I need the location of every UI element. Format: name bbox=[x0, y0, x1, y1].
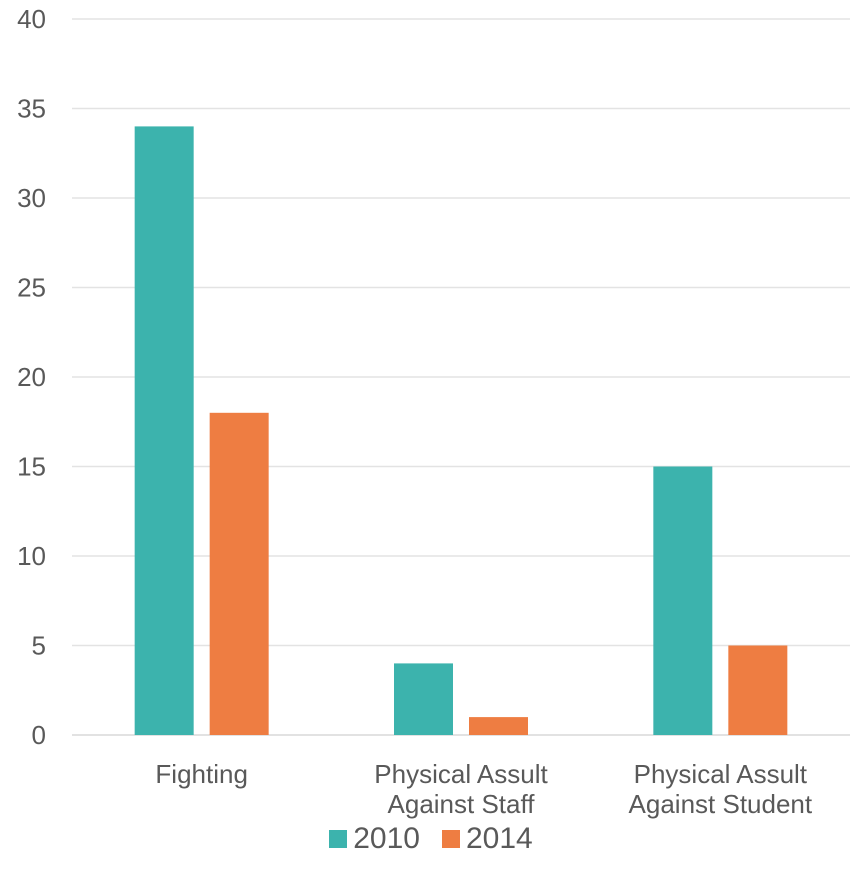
legend-swatch-2010 bbox=[329, 830, 348, 848]
bar-2014-2 bbox=[728, 645, 788, 735]
bars bbox=[134, 126, 788, 735]
y-tick-label: 10 bbox=[17, 541, 46, 571]
y-tick-label: 0 bbox=[32, 720, 46, 750]
y-tick-label: 25 bbox=[17, 273, 46, 303]
legend: 2010 2014 bbox=[0, 822, 862, 856]
y-tick-label: 30 bbox=[17, 183, 46, 213]
x-axis-labels: Fighting Physical Assult Against Staff Phys… bbox=[155, 759, 812, 819]
y-tick-label: 5 bbox=[32, 631, 46, 661]
y-tick-label: 20 bbox=[17, 362, 46, 392]
x-tick-label: Physical Assult Against Staff bbox=[374, 759, 548, 819]
legend-label-2014: 2014 bbox=[466, 822, 533, 855]
legend-item-2014: 2014 bbox=[442, 822, 533, 856]
legend-swatch-2014 bbox=[442, 830, 460, 848]
gridlines bbox=[72, 18, 850, 736]
bar-2014-0 bbox=[209, 412, 269, 735]
y-tick-label: 15 bbox=[17, 452, 46, 482]
bar-2010-0 bbox=[134, 126, 194, 735]
bar-2014-1 bbox=[469, 717, 528, 735]
x-tick-label: Fighting bbox=[155, 759, 248, 789]
x-tick-label: Physical Assult Against Student bbox=[629, 759, 813, 819]
bar-2010-2 bbox=[653, 466, 713, 735]
legend-item-2010: 2010 bbox=[329, 822, 420, 856]
y-axis-ticks: 0 5 10 15 20 25 30 35 40 bbox=[17, 4, 46, 750]
legend-label-2010: 2010 bbox=[353, 822, 420, 855]
y-tick-label: 40 bbox=[17, 4, 46, 34]
y-tick-label: 35 bbox=[17, 94, 46, 124]
bar-2010-1 bbox=[394, 663, 453, 735]
